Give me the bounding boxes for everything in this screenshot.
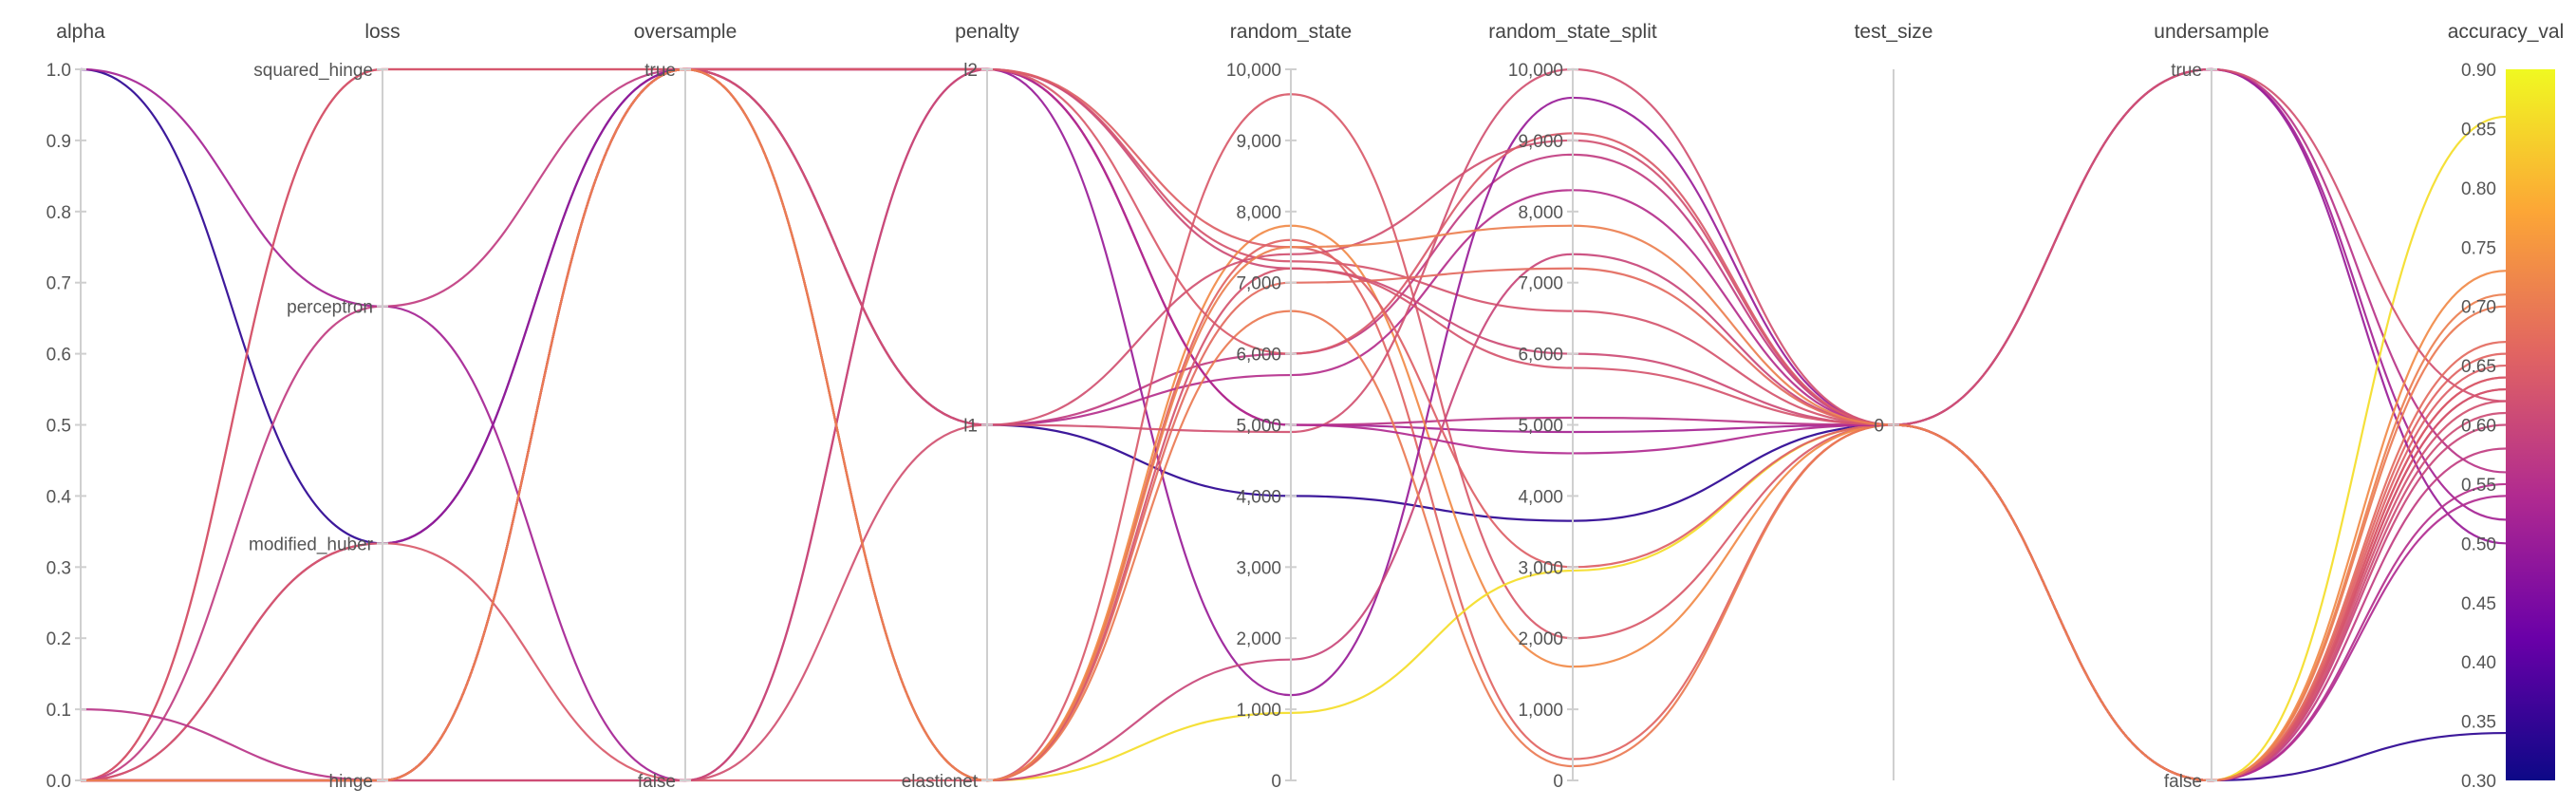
- tick-label-random_state_split: 9,000: [1518, 132, 1563, 152]
- tick-label-alpha: 0.2: [47, 629, 71, 649]
- axis-title-random_state[interactable]: random_state: [1230, 21, 1352, 43]
- tick-label-loss: squared_hinge: [253, 61, 373, 81]
- tick-label-alpha: 0.5: [47, 417, 71, 437]
- axis-title-undersample[interactable]: undersample: [2154, 21, 2268, 43]
- axis-random_state: random_state 0 1,000 2,000 3,000 4,000 5,000 6,…: [1226, 21, 1352, 792]
- tick-label-accuracy_val: 0.85: [2461, 120, 2496, 140]
- tick-label-accuracy_val: 0.40: [2461, 653, 2496, 673]
- tick-label-alpha: 0.0: [47, 772, 71, 792]
- colorbar-gradient: [2506, 69, 2555, 780]
- axis-title-oversample[interactable]: oversample: [634, 21, 737, 43]
- tick-label-accuracy_val: 0.50: [2461, 535, 2496, 554]
- tick-label-oversample: false: [638, 772, 676, 792]
- tick-label-random_state_split: 3,000: [1518, 558, 1563, 578]
- tick-label-random_state: 2,000: [1236, 629, 1281, 649]
- tick-label-penalty: l2: [963, 61, 978, 81]
- tick-label-accuracy_val: 0.70: [2461, 298, 2496, 318]
- tick-label-accuracy_val: 0.60: [2461, 417, 2496, 437]
- tick-label-random_state_split: 2,000: [1518, 629, 1563, 649]
- tick-label-random_state: 7,000: [1236, 274, 1281, 294]
- axis-title-alpha[interactable]: alpha: [56, 21, 105, 43]
- tick-label-random_state_split: 5,000: [1518, 417, 1563, 437]
- run-line-22[interactable]: [80, 67, 2507, 782]
- tick-label-random_state: 1,000: [1236, 701, 1281, 721]
- tick-label-random_state_split: 0: [1553, 772, 1563, 792]
- tick-label-loss: modified_huber: [249, 535, 374, 554]
- axis-penalty: penalty elasticnet l1 l2: [902, 21, 1020, 792]
- tick-label-random_state: 4,000: [1236, 487, 1281, 507]
- tick-label-alpha: 0.1: [47, 701, 71, 721]
- tick-label-accuracy_val: 0.30: [2461, 772, 2496, 792]
- axis-undersample: undersample false true: [2154, 21, 2268, 792]
- tick-label-random_state_split: 7,000: [1518, 274, 1563, 294]
- axis-loss: loss hinge modified_huber perceptron squared…: [249, 21, 401, 792]
- tick-label-random_state_split: 8,000: [1518, 203, 1563, 223]
- tick-label-accuracy_val: 0.75: [2461, 238, 2496, 258]
- axis-title-accuracy_val[interactable]: accuracy_val: [2448, 21, 2565, 43]
- tick-label-undersample: true: [2171, 61, 2202, 81]
- tick-label-alpha: 0.6: [47, 346, 71, 366]
- tick-label-random_state: 0: [1271, 772, 1281, 792]
- tick-label-random_state: 9,000: [1236, 132, 1281, 152]
- axis-title-loss[interactable]: loss: [364, 21, 400, 43]
- tick-label-alpha: 1.0: [47, 61, 71, 81]
- tick-label-alpha: 0.3: [47, 558, 71, 578]
- tick-label-random_state: 8,000: [1236, 203, 1281, 223]
- tick-label-loss: perceptron: [287, 298, 373, 318]
- tick-label-accuracy_val: 0.90: [2461, 61, 2496, 81]
- tick-label-random_state_split: 4,000: [1518, 487, 1563, 507]
- tick-label-alpha: 0.8: [47, 203, 71, 223]
- tick-label-penalty: elasticnet: [902, 772, 979, 792]
- tick-label-accuracy_val: 0.80: [2461, 179, 2496, 199]
- tick-label-accuracy_val: 0.55: [2461, 476, 2496, 496]
- axis-title-random_state_split[interactable]: random_state_split: [1488, 21, 1657, 43]
- axis-random_state_split: random_state_split 0 1,000 2,000 3,000 4,000 5…: [1488, 21, 1657, 792]
- tick-label-random_state_split: 10,000: [1508, 61, 1563, 81]
- axis-alpha: alpha 0.0 0.1 0.2 0.3 0.4 0.5 0.6 0.7 0.8 0.9 1.0: [47, 21, 105, 792]
- tick-label-oversample: true: [644, 61, 676, 81]
- tick-label-random_state_split: 1,000: [1518, 701, 1563, 721]
- tick-label-alpha: 0.9: [47, 132, 71, 152]
- tick-label-alpha: 0.4: [47, 487, 72, 507]
- tick-label-accuracy_val: 0.35: [2461, 713, 2496, 733]
- axis-oversample: oversample false true: [634, 21, 737, 792]
- tick-label-penalty: l1: [963, 417, 978, 437]
- axis-test_size: test_size 0: [1855, 21, 1933, 780]
- tick-label-random_state_split: 6,000: [1518, 346, 1563, 366]
- tick-label-alpha: 0.7: [47, 274, 71, 294]
- tick-label-undersample: false: [2164, 772, 2202, 792]
- tick-label-random_state: 6,000: [1236, 346, 1281, 366]
- colorbar: [2506, 69, 2555, 780]
- tick-label-test_size: 0: [1874, 417, 1884, 437]
- tick-label-accuracy_val: 0.45: [2461, 594, 2496, 614]
- tick-label-loss: hinge: [329, 772, 374, 792]
- run-line-7[interactable]: [80, 93, 2507, 782]
- tick-label-random_state: 3,000: [1236, 558, 1281, 578]
- axis-title-test_size[interactable]: test_size: [1855, 21, 1933, 43]
- axes: alpha 0.0 0.1 0.2 0.3 0.4 0.5 0.6 0.7 0.8 0.9 1.0 lo…: [47, 21, 2565, 792]
- axis-accuracy_val: accuracy_val 0.30 0.35 0.40 0.45 0.50 0.55 0.60…: [2448, 21, 2565, 792]
- tick-label-random_state: 5,000: [1236, 417, 1281, 437]
- tick-label-random_state: 10,000: [1226, 61, 1281, 81]
- axis-title-penalty[interactable]: penalty: [955, 21, 1019, 43]
- tick-label-accuracy_val: 0.65: [2461, 357, 2496, 377]
